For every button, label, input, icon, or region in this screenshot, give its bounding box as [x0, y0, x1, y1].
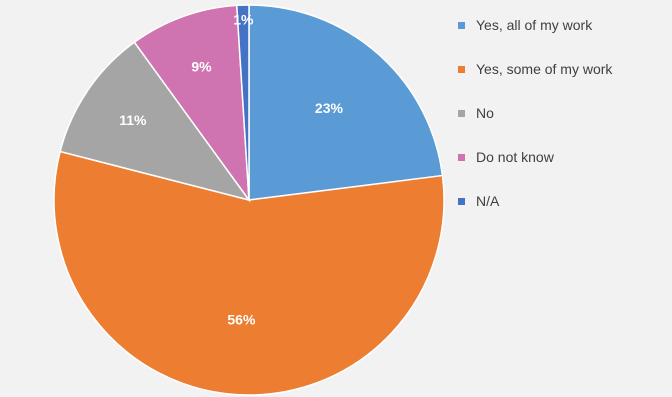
legend-label-yes-all: Yes, all of my work: [476, 17, 593, 33]
legend: Yes, all of my work Yes, some of my work…: [458, 14, 612, 234]
data-label-do-not-know: 9%: [191, 59, 212, 75]
legend-swatch-na: [458, 197, 465, 205]
legend-item-yes-all: Yes, all of my work: [458, 14, 612, 36]
legend-swatch-yes-some: [458, 65, 465, 73]
legend-label-yes-some: Yes, some of my work: [476, 61, 613, 77]
data-label-yes-all: 23%: [315, 100, 344, 116]
legend-label-do-not-know: Do not know: [476, 149, 554, 165]
pie-slice-yes-some: [53, 150, 445, 396]
pie-slice-do-not-know: [133, 4, 250, 203]
legend-item-no: No: [458, 102, 612, 124]
legend-item-yes-some: Yes, some of my work: [458, 58, 612, 80]
data-label-yes-some: 56%: [227, 311, 256, 327]
data-label-na: 1%: [233, 11, 254, 27]
legend-swatch-yes-all: [458, 21, 465, 29]
pie-slice-no: [59, 41, 251, 202]
legend-swatch-no: [458, 109, 465, 117]
pie-slice-na: [235, 4, 250, 201]
data-label-no: 11%: [119, 112, 147, 128]
pie-slice-yes-all: [248, 4, 444, 201]
legend-swatch-do-not-know: [458, 153, 465, 161]
legend-label-no: No: [476, 105, 494, 121]
legend-item-do-not-know: Do not know: [458, 146, 612, 168]
legend-item-na: N/A: [458, 190, 612, 212]
legend-label-na: N/A: [476, 193, 500, 209]
